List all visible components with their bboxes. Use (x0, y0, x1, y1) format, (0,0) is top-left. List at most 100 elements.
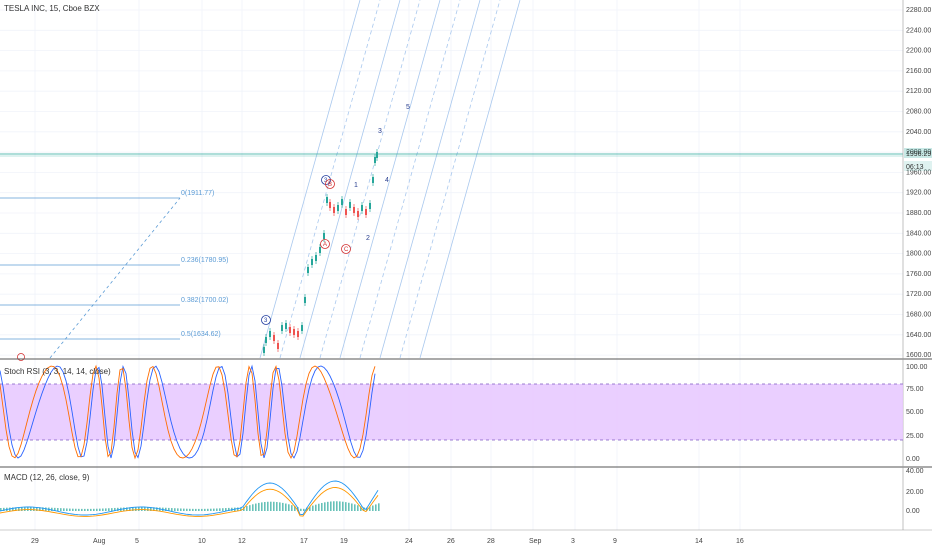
macd-bar (186, 508, 188, 511)
macd-bar (153, 507, 155, 511)
macd-bar (123, 507, 125, 511)
macd-line (0, 480, 379, 516)
fib-label-0236: 0.236(1780.95) (181, 257, 228, 264)
macd-bar (300, 508, 302, 511)
candle-body (365, 209, 367, 215)
candle-body (369, 203, 371, 209)
stoch-k-line (0, 364, 376, 459)
macd-bar (171, 508, 173, 511)
macd-bar (105, 508, 107, 511)
candle-body (376, 152, 378, 158)
macd-bar (360, 506, 362, 511)
macd-bar (165, 507, 167, 511)
price-tick: 1720.00 (906, 291, 931, 298)
candle-body (337, 205, 339, 211)
fib-label-05: 0.5(1634.62) (181, 331, 221, 338)
elliott-wave-labels[interactable]: 3 B A C 3 1 2 3 4 5 (17, 104, 411, 361)
macd-bar (225, 508, 227, 511)
price-tick: 1960.00 (906, 169, 931, 176)
candle-body (265, 337, 267, 343)
macd-bar (30, 507, 32, 511)
price-axis[interactable]: 2280.00 2240.00 2200.00 2160.00 2120.00 2080.… (906, 7, 931, 359)
price-tick: 2120.00 (906, 88, 931, 95)
macd-bar (327, 501, 329, 511)
macd-bar (312, 505, 314, 511)
wave-circle-c (341, 244, 351, 254)
macd-bar (339, 501, 341, 511)
macd-bar (111, 508, 113, 511)
macd-bar (39, 507, 41, 511)
macd-bar (345, 502, 347, 511)
last-price-tag: 1996.29 (906, 151, 931, 158)
countdown-tag: 06:13 (906, 164, 924, 171)
macd-bar (378, 503, 380, 511)
candle-body (353, 207, 355, 213)
candle-body (319, 247, 321, 253)
macd-bar (180, 508, 182, 511)
macd-bar (168, 507, 170, 511)
channel-line (379, 0, 481, 359)
macd-bar (3, 507, 5, 511)
macd-bar (318, 503, 320, 511)
candle-body (374, 157, 376, 163)
macd-bar (303, 508, 305, 511)
pitchfork-channel[interactable] (259, 0, 521, 359)
macd-bar (306, 507, 308, 511)
macd-bar (150, 507, 152, 511)
macd-signal-line (0, 487, 379, 517)
candle-body (285, 323, 287, 329)
macd-bar (204, 508, 206, 511)
channel-line (279, 0, 381, 359)
candle-body (333, 207, 335, 213)
wave-label-1: 1 (354, 182, 358, 189)
macd-bar (183, 508, 185, 511)
macd-bar (285, 503, 287, 511)
channel-line (419, 0, 521, 359)
macd-bar (12, 507, 14, 511)
channel-line (319, 0, 421, 359)
macd-bar (321, 502, 323, 511)
macd-bar (351, 503, 353, 511)
wave-circle-edge (17, 353, 25, 361)
macd-label: MACD (12, 26, close, 9) (4, 473, 90, 482)
fib-trend-line (49, 197, 181, 359)
macd-bar (51, 507, 53, 511)
macd-bar (54, 507, 56, 511)
price-tick: 1840.00 (906, 230, 931, 237)
wave-label-4: 4 (385, 177, 389, 184)
macd-bar (282, 502, 284, 511)
time-axis[interactable]: 29 Aug 5 10 12 17 19 24 26 28 Sep 3 9 14 16 (31, 538, 744, 545)
time-tick: 29 (31, 538, 39, 545)
macd-pane: MACD (12, 26, close, 9) (0, 473, 380, 517)
macd-bar (96, 508, 98, 511)
macd-bar (273, 501, 275, 511)
macd-bar (258, 502, 260, 511)
time-tick: 16 (736, 538, 744, 545)
candle-body (307, 267, 309, 273)
macd-bar (90, 508, 92, 511)
macd-bar (213, 508, 215, 511)
candle-body (277, 343, 279, 349)
macd-bar (333, 501, 335, 511)
macd-bar (240, 507, 242, 511)
macd-bar (81, 508, 83, 511)
macd-tick-40: 40.00 (906, 468, 924, 475)
macd-bar (21, 507, 23, 511)
macd-bar (228, 507, 230, 511)
macd-bar (357, 505, 359, 511)
macd-bar (144, 507, 146, 511)
macd-bar (264, 502, 266, 511)
time-tick: 9 (613, 538, 617, 545)
candle-body (345, 209, 347, 215)
macd-bar (108, 508, 110, 511)
price-tick: 2080.00 (906, 109, 931, 116)
fib-retracement[interactable]: 0(1911.77) 0.236(1780.95) 0.382(1700.02)… (0, 190, 228, 359)
macd-bar (78, 508, 80, 511)
macd-bar (195, 508, 197, 511)
stoch-band (0, 384, 903, 440)
symbol-title[interactable]: TESLA INC, 15, Cboe BZX (4, 4, 100, 13)
macd-tick-20: 20.00 (906, 489, 924, 496)
macd-bar (0, 508, 2, 511)
macd-bar (294, 506, 296, 511)
channel-line (259, 0, 361, 359)
